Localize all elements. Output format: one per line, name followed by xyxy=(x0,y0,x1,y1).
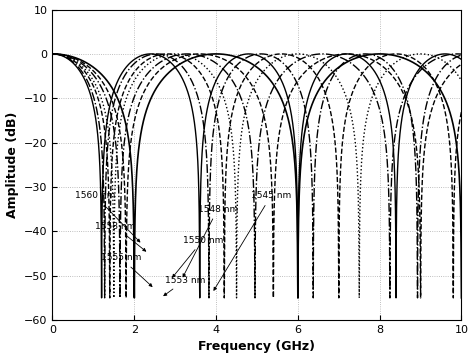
Text: 1558 nm: 1558 nm xyxy=(95,222,146,251)
Text: 1560 nm: 1560 nm xyxy=(75,191,140,242)
Text: 1548 nm: 1548 nm xyxy=(183,205,238,277)
Y-axis label: Amplitude (dB): Amplitude (dB) xyxy=(6,112,18,218)
X-axis label: Frequency (GHz): Frequency (GHz) xyxy=(199,340,316,354)
Text: 1553 nm: 1553 nm xyxy=(164,276,205,296)
Text: 1555 nm: 1555 nm xyxy=(101,253,152,286)
Text: 1550 nm: 1550 nm xyxy=(173,236,223,277)
Text: 1545 nm: 1545 nm xyxy=(214,191,291,290)
